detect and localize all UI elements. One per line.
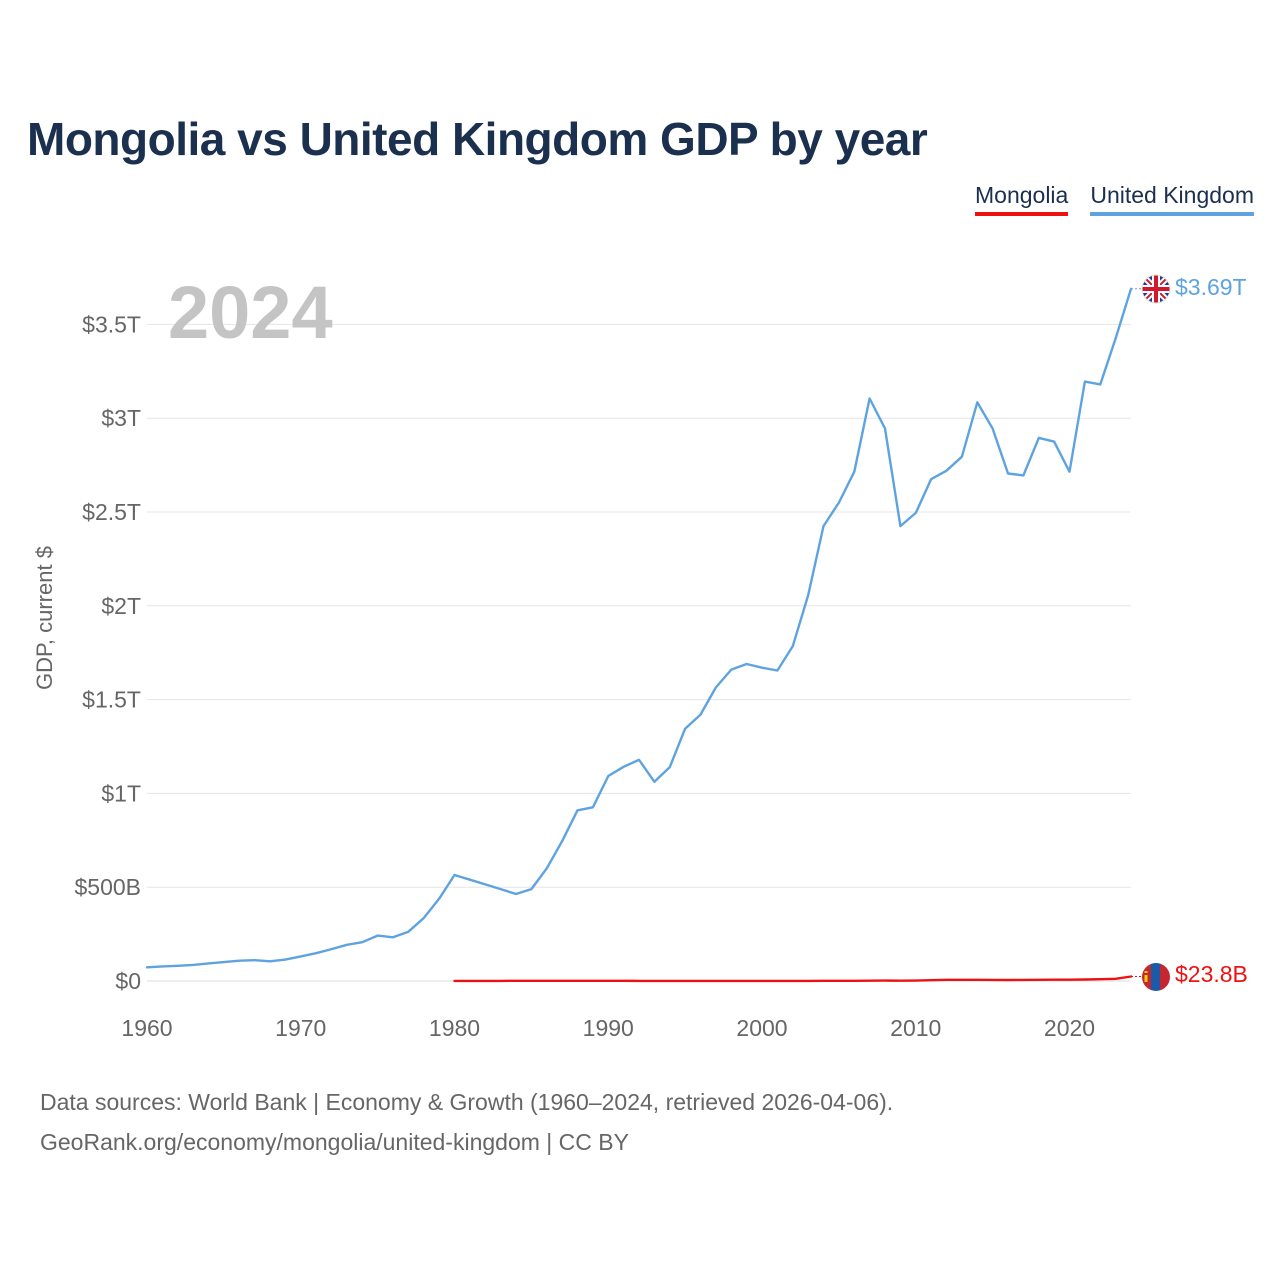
footer: Data sources: World Bank | Economy & Gro… xyxy=(40,1082,893,1162)
chart-title: Mongolia vs United Kingdom GDP by year xyxy=(27,113,928,165)
x-tick-label: 2010 xyxy=(890,1015,941,1041)
y-axis-label: GDP, current $ xyxy=(32,546,57,690)
y-tick-label: $500B xyxy=(74,874,141,900)
mongolia-end-value-label: $23.8B xyxy=(1175,961,1248,987)
y-tick-label: $3T xyxy=(101,405,141,431)
x-tick-label: 1960 xyxy=(121,1015,172,1041)
y-tick-label: $2T xyxy=(101,593,141,619)
legend: Mongolia United Kingdom xyxy=(975,182,1254,216)
x-axis-ticks: 1960 1970 1980 1990 2000 2010 2020 xyxy=(121,1015,1095,1041)
series-lines xyxy=(145,287,1142,983)
united-kingdom-end-value-label: $3.69T xyxy=(1175,274,1247,300)
current-year-label: 2024 xyxy=(168,271,333,354)
y-tick-label: $3.5T xyxy=(82,311,141,337)
legend-item-mongolia[interactable]: Mongolia xyxy=(975,182,1069,216)
gridlines xyxy=(147,323,1131,982)
y-axis-ticks: $0 $500B $1T $1.5T $2T $2.5T $3T $3.5T xyxy=(74,311,141,994)
source-url-text[interactable]: GeoRank.org/economy/mongolia/united-king… xyxy=(40,1129,629,1155)
united-kingdom-flag-icon xyxy=(1141,274,1171,304)
x-tick-label: 2000 xyxy=(736,1015,787,1041)
x-tick-label: 1970 xyxy=(275,1015,326,1041)
series-line-mongolia xyxy=(453,975,1133,983)
line-chart: $0 $500B $1T $1.5T $2T $2.5T $3T $3.5T 1960 1970… xyxy=(32,271,1248,1041)
x-tick-label: 1990 xyxy=(583,1015,634,1041)
x-tick-label: 1980 xyxy=(429,1015,480,1041)
y-tick-label: $1T xyxy=(101,780,141,806)
legend-item-united-kingdom[interactable]: United Kingdom xyxy=(1090,182,1254,216)
x-tick-label: 2020 xyxy=(1044,1015,1095,1041)
y-tick-label: $0 xyxy=(115,968,141,994)
series-line-united-kingdom xyxy=(145,287,1133,969)
y-tick-label: $1.5T xyxy=(82,687,141,713)
mongolia-flag-icon xyxy=(1142,963,1170,991)
data-source-text: Data sources: World Bank | Economy & Gro… xyxy=(40,1089,894,1115)
y-tick-label: $2.5T xyxy=(82,499,141,525)
